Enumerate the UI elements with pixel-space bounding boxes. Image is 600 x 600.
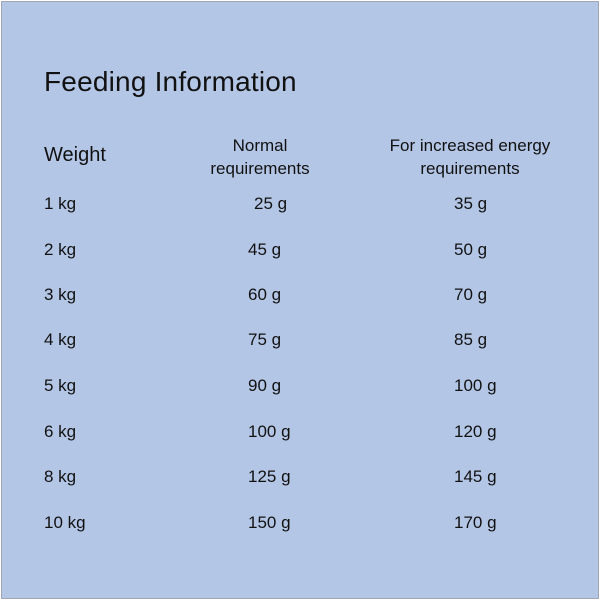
table-row: 4 kg 75 g 85 g bbox=[2, 330, 598, 354]
increased-cell: 170 g bbox=[454, 513, 497, 532]
weight-cell: 1 kg bbox=[44, 194, 77, 213]
increased-cell: 145 g bbox=[454, 467, 497, 486]
column-header-normal: Normal requirements bbox=[202, 134, 318, 180]
table-row: 6 kg 100 g 120 g bbox=[2, 422, 598, 446]
normal-cell: 45 g bbox=[248, 240, 282, 259]
normal-cell: 125 g bbox=[248, 467, 291, 486]
normal-cell: 90 g bbox=[248, 376, 282, 395]
table-row: 10 kg 150 g 170 g bbox=[2, 513, 598, 537]
weight-cell: 5 kg bbox=[44, 376, 77, 395]
column-header-increased-line2: requirements bbox=[420, 159, 520, 178]
normal-cell: 60 g bbox=[248, 285, 282, 304]
page-title: Feeding Information bbox=[44, 66, 297, 97]
column-header-normal-line2: requirements bbox=[210, 159, 310, 178]
column-header-weight: Weight bbox=[44, 144, 106, 166]
normal-cell: 25 g bbox=[254, 194, 288, 213]
normal-cell: 150 g bbox=[248, 513, 291, 532]
normal-cell: 75 g bbox=[248, 330, 282, 349]
table-row: 8 kg 125 g 145 g bbox=[2, 467, 598, 491]
weight-cell: 4 kg bbox=[44, 330, 77, 349]
weight-cell: 8 kg bbox=[44, 467, 77, 486]
column-header-increased-line1: For increased energy bbox=[389, 136, 551, 155]
column-header-increased: For increased energy requirements bbox=[370, 134, 570, 180]
increased-cell: 100 g bbox=[454, 376, 497, 395]
increased-cell: 35 g bbox=[454, 194, 488, 213]
table-row: 5 kg 90 g 100 g bbox=[2, 376, 598, 400]
increased-cell: 120 g bbox=[454, 422, 497, 441]
table-row: 3 kg 60 g 70 g bbox=[2, 285, 598, 309]
table-row: 2 kg 45 g 50 g bbox=[2, 240, 598, 264]
increased-cell: 50 g bbox=[454, 240, 488, 259]
column-header-normal-line1: Normal bbox=[232, 136, 288, 155]
weight-cell: 10 kg bbox=[44, 513, 86, 532]
increased-cell: 70 g bbox=[454, 285, 488, 304]
weight-cell: 6 kg bbox=[44, 422, 77, 441]
weight-cell: 3 kg bbox=[44, 285, 77, 304]
weight-cell: 2 kg bbox=[44, 240, 77, 259]
table-row: 1 kg 25 g 35 g bbox=[2, 194, 598, 218]
increased-cell: 85 g bbox=[454, 330, 488, 349]
normal-cell: 100 g bbox=[248, 422, 291, 441]
